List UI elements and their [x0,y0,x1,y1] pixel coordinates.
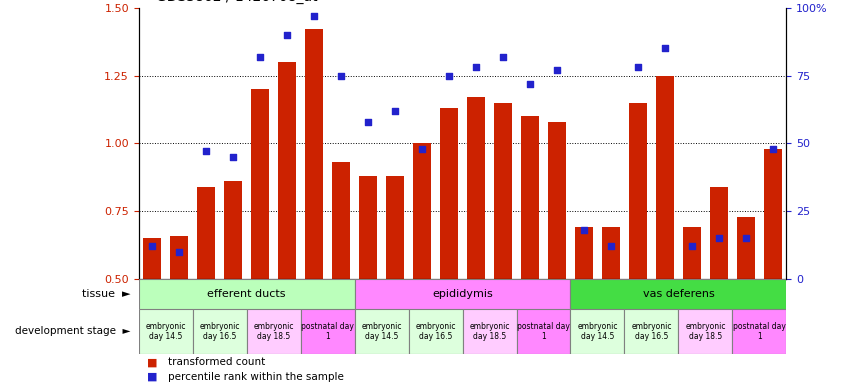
Text: ■: ■ [147,358,157,367]
Bar [409,309,463,354]
Text: tissue  ►: tissue ► [82,289,130,299]
Point [604,243,617,250]
Bar [441,108,458,279]
Bar [521,116,539,279]
Point [442,73,456,79]
Text: embryonic
day 14.5: embryonic day 14.5 [362,322,402,341]
Bar [468,97,484,279]
Text: embryonic
day 18.5: embryonic day 18.5 [685,322,726,341]
Text: embryonic
day 16.5: embryonic day 16.5 [415,322,456,341]
Bar [193,309,246,354]
Text: percentile rank within the sample: percentile rank within the sample [168,371,344,381]
Bar [463,309,516,354]
Bar [355,309,409,354]
Bar [575,227,593,279]
Text: postnatal day
1: postnatal day 1 [733,322,785,341]
Text: embryonic
day 18.5: embryonic day 18.5 [253,322,294,341]
Point [389,108,402,114]
Bar [139,279,355,309]
Point [172,249,186,255]
Point [523,81,537,87]
Bar [355,279,570,309]
Text: development stage  ►: development stage ► [15,326,130,336]
Text: ■: ■ [147,371,157,381]
Point [253,53,267,60]
Text: GDS3862 / 1426708_at: GDS3862 / 1426708_at [156,0,317,4]
Point [766,146,780,152]
Bar [710,187,727,279]
Bar [171,236,188,279]
Bar [246,309,301,354]
Bar [251,89,269,279]
Text: embryonic
day 14.5: embryonic day 14.5 [145,322,186,341]
Text: embryonic
day 16.5: embryonic day 16.5 [632,322,672,341]
Text: vas deferens: vas deferens [643,289,714,299]
Text: epididymis: epididymis [432,289,493,299]
Point [335,73,348,79]
Point [199,148,213,154]
Bar [624,309,679,354]
Point [685,243,699,250]
Point [496,53,510,60]
Point [226,154,240,160]
Bar [278,62,296,279]
Text: embryonic
day 16.5: embryonic day 16.5 [199,322,240,341]
Bar [225,181,242,279]
Bar [332,162,350,279]
Point [280,32,294,38]
Bar [602,227,620,279]
Text: embryonic
day 14.5: embryonic day 14.5 [577,322,617,341]
Bar [305,30,323,279]
Point [577,227,590,233]
Text: efferent ducts: efferent ducts [208,289,286,299]
Bar [495,103,512,279]
Point [659,45,672,51]
Bar [516,309,570,354]
Point [712,235,726,242]
Bar [679,309,733,354]
Bar [386,176,404,279]
Bar [629,103,647,279]
Bar [144,238,161,279]
Bar [139,309,193,354]
Point [415,146,429,152]
Bar [656,76,674,279]
Bar [737,217,754,279]
Point [145,243,159,250]
Bar [359,176,377,279]
Bar [733,309,786,354]
Bar [570,309,624,354]
Point [469,64,483,70]
Bar [301,309,355,354]
Point [550,67,563,73]
Text: postnatal day
1: postnatal day 1 [301,322,354,341]
Bar [683,227,701,279]
Bar [548,122,566,279]
Point [739,235,753,242]
Text: embryonic
day 18.5: embryonic day 18.5 [469,322,510,341]
Bar [198,187,215,279]
Point [308,13,321,19]
Text: postnatal day
1: postnatal day 1 [517,322,570,341]
Text: transformed count: transformed count [168,358,266,367]
Point [362,119,375,125]
Point [632,64,645,70]
Bar [413,143,431,279]
Bar [570,279,786,309]
Bar [764,149,781,279]
